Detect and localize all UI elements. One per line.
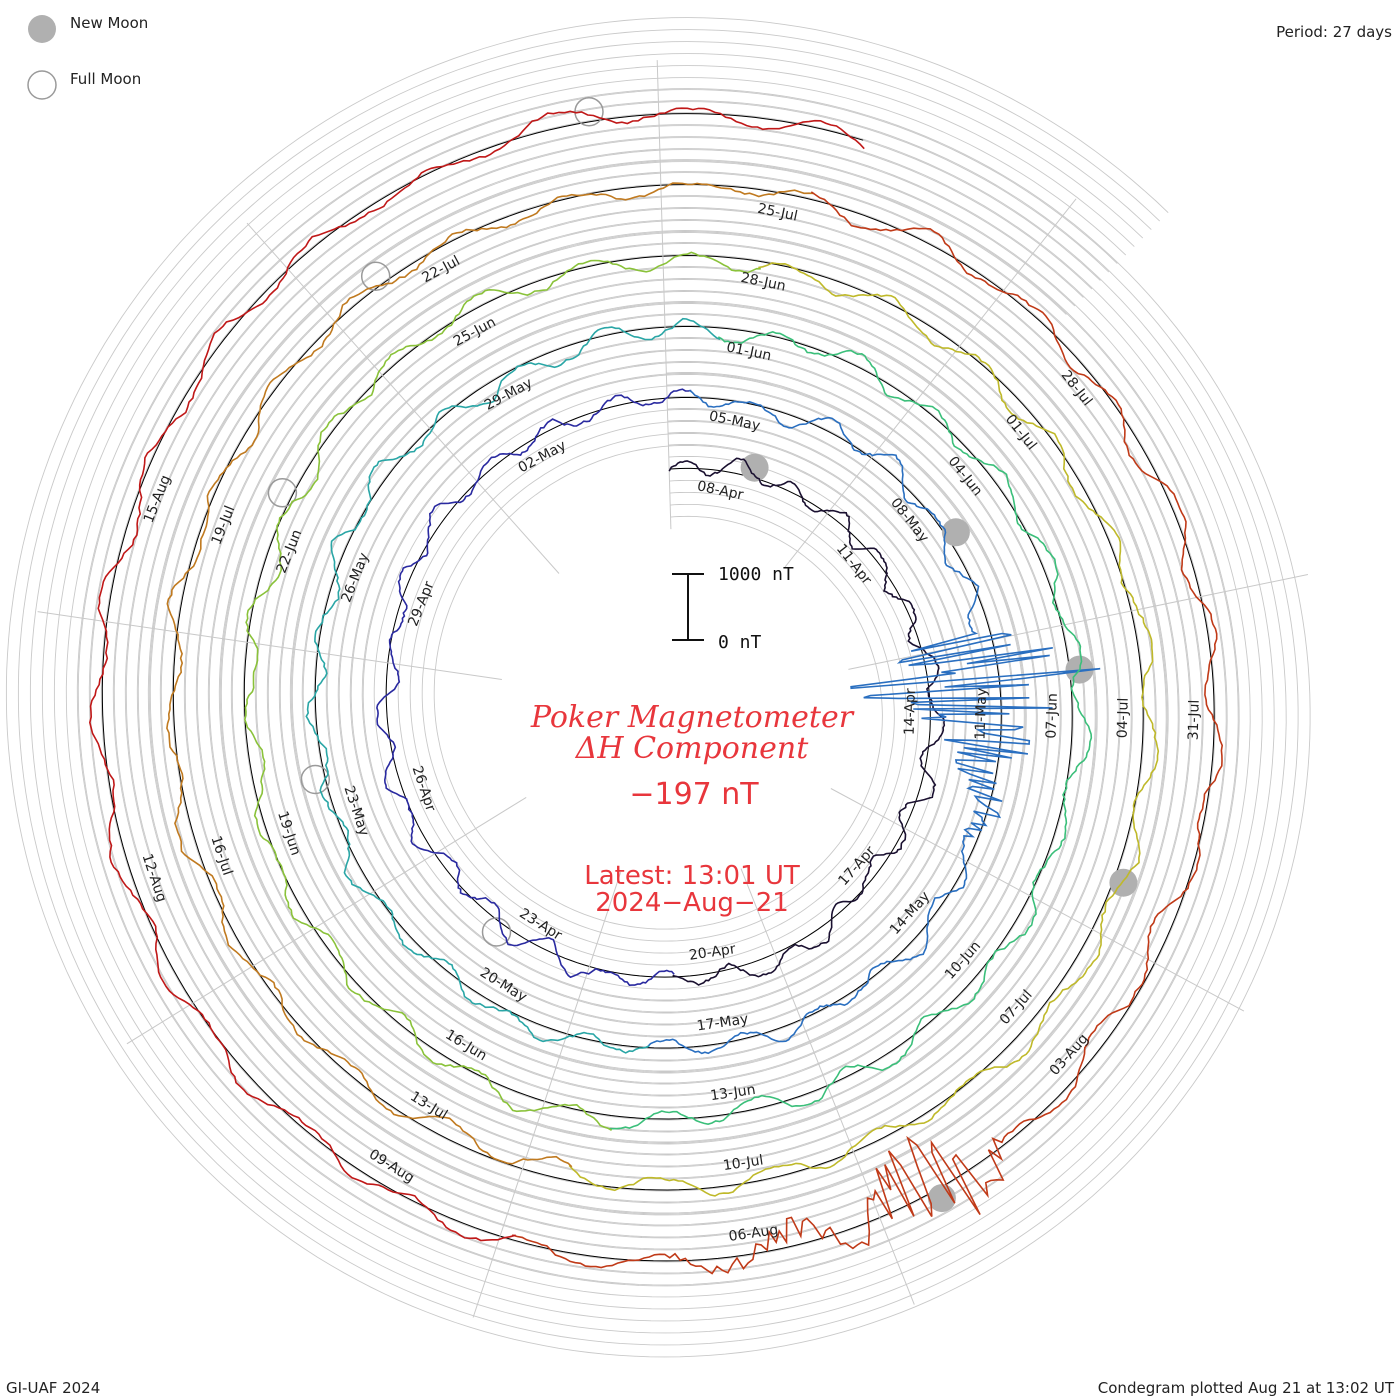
grid-spiral: [53, 65, 1263, 1310]
grid-spiral: [41, 53, 1275, 1322]
grid-spoke: [126, 796, 527, 1045]
period-label: Period: 27 days: [1276, 23, 1392, 41]
grid-spiral: [65, 77, 1251, 1298]
new-moon-marker: [941, 518, 970, 547]
latest-date: 2024−Aug−21: [595, 888, 789, 918]
date-tick-label: 26-May: [338, 551, 372, 605]
new-moon-label: New Moon: [70, 14, 149, 32]
grid-spoke: [37, 611, 502, 680]
field-trace: [609, 331, 1093, 1130]
new-moon-marker: [1109, 868, 1138, 897]
full-moon-marker: [481, 917, 512, 947]
full-moon-marker: [267, 478, 298, 508]
field-trace: [668, 457, 946, 986]
field-trace: [568, 262, 1160, 1197]
date-tick-label: 10-Jul: [722, 1152, 764, 1174]
chart-title-line2: ΔH Component: [575, 731, 809, 766]
date-tick-label: 05-May: [708, 408, 762, 434]
date-tick-label: 20-May: [477, 965, 529, 1006]
date-tick-label: 23-May: [340, 784, 371, 838]
date-tick-label: 20-Apr: [688, 941, 737, 964]
grid-spoke: [848, 574, 1309, 670]
field-trace: [88, 107, 865, 1242]
grid-spiral: [77, 89, 1239, 1286]
field-traces: [88, 107, 1224, 1275]
new-moon-icon: [28, 15, 56, 43]
date-tick-label: 14-Apr: [902, 688, 919, 735]
date-tick-label: 08-Apr: [696, 478, 745, 503]
date-tick-label: 17-Apr: [835, 843, 878, 889]
baseline-spiral: [101, 113, 1215, 1262]
date-tick-label: 15-Aug: [141, 473, 174, 525]
new-moon-marker: [740, 453, 769, 482]
date-tick-label: 31-Jul: [1186, 699, 1203, 740]
chart-title-line1: Poker Magnetometer: [530, 700, 855, 735]
date-tick-label: 25-Jul: [756, 201, 799, 225]
latest-time: Latest: 13:01 UT: [584, 861, 800, 891]
plotted-label: Condegram plotted Aug 21 at 13:02 UT: [1097, 1379, 1394, 1397]
date-tick-label: 13-Jun: [709, 1082, 756, 1104]
grid-spiral: [5, 17, 1311, 1358]
grid-spiral: [89, 101, 1227, 1274]
credit-label: GI-UAF 2024: [6, 1379, 101, 1397]
current-value: −197 nT: [629, 777, 759, 812]
grid-spiral: [113, 125, 1203, 1250]
field-trace: [646, 389, 1101, 1055]
date-tick-label: 04-Jul: [1115, 697, 1132, 738]
scale-bar: 1000 nT 0 nT: [672, 564, 794, 653]
full-moon-icon: [27, 70, 57, 100]
spiral-grid: [5, 17, 1311, 1358]
grid-spoke: [246, 222, 560, 574]
date-tick-label: 06-Aug: [728, 1222, 780, 1245]
grid-spiral: [17, 29, 1299, 1346]
grid-spiral: [125, 137, 1191, 1238]
date-tick-label: 01-Jun: [725, 339, 773, 364]
grid-spiral: [29, 41, 1287, 1334]
date-tick-label: 07-Jun: [1044, 693, 1061, 739]
date-tick-label: 17-May: [696, 1011, 750, 1034]
grid-spoke: [830, 788, 1245, 1012]
date-tick-label: 02-May: [516, 438, 569, 477]
date-tick-label: 28-Jun: [739, 270, 787, 295]
grid-spiral: [149, 161, 1167, 1214]
date-tick-label: 25-Jun: [451, 314, 499, 350]
field-trace: [305, 317, 721, 1054]
full-moon-marker: [300, 764, 331, 795]
radial-spokes: [37, 60, 1309, 1318]
scale-top-label: 1000 nT: [718, 564, 794, 585]
grid-spiral: [137, 149, 1179, 1226]
full-moon-label: Full Moon: [70, 70, 142, 88]
grid-spoke: [472, 871, 622, 1318]
field-trace: [166, 182, 815, 1168]
date-tick-label: 11-May: [973, 688, 991, 740]
scale-bottom-label: 0 nT: [718, 632, 762, 653]
grid-spoke: [656, 60, 672, 530]
full-moon-marker: [360, 261, 391, 292]
grid-spoke: [784, 198, 1077, 568]
field-trace: [243, 251, 761, 1131]
field-trace: [376, 388, 692, 987]
field-trace: [511, 191, 1224, 1275]
